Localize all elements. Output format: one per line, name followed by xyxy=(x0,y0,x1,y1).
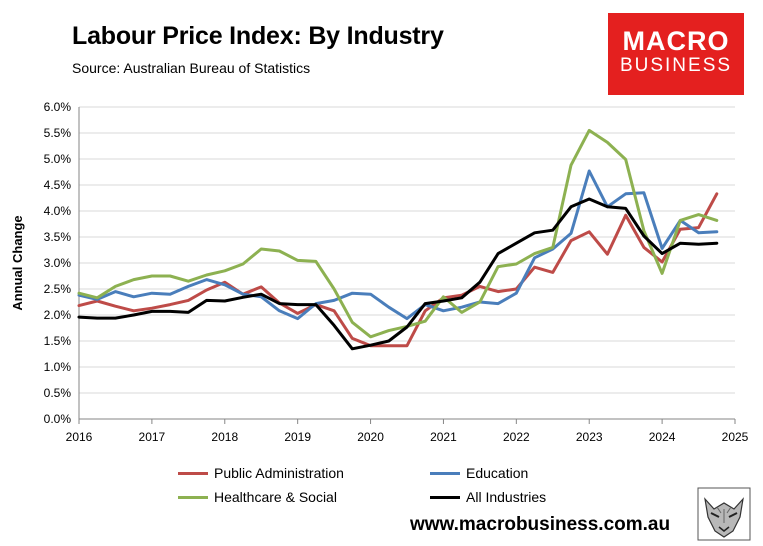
legend-item-public-administration: Public Administration xyxy=(178,465,344,481)
legend-item-healthcare-social: Healthcare & Social xyxy=(178,489,337,505)
y-tick-label: 1.5% xyxy=(44,334,72,348)
x-tick-label: 2021 xyxy=(430,430,457,444)
y-tick-label: 3.5% xyxy=(44,230,72,244)
legend-label-education: Education xyxy=(466,465,529,481)
x-tick-label: 2016 xyxy=(66,430,93,444)
y-tick-label: 2.5% xyxy=(44,282,72,296)
legend-item-education: Education xyxy=(430,465,528,481)
x-tick-label: 2018 xyxy=(211,430,238,444)
legend-label-healthcare-social: Healthcare & Social xyxy=(214,489,337,505)
legend-swatch-all-industries xyxy=(430,495,460,499)
y-tick-label: 0.0% xyxy=(44,412,72,426)
y-tick-label: 1.0% xyxy=(44,360,72,374)
y-tick-label: 4.5% xyxy=(44,178,72,192)
y-tick-label: 0.5% xyxy=(44,386,72,400)
y-tick-label: 2.0% xyxy=(44,308,72,322)
x-tick-label: 2022 xyxy=(503,430,530,444)
logo-line-1: MACRO xyxy=(622,26,730,56)
wolf-mascot-icon xyxy=(697,487,751,541)
series-line-education xyxy=(77,169,719,321)
x-tick-label: 2019 xyxy=(284,430,311,444)
y-tick-label: 5.5% xyxy=(44,126,72,140)
legend-swatch-healthcare-social xyxy=(178,495,208,499)
series-line-public-administration xyxy=(77,192,719,348)
y-tick-label: 3.0% xyxy=(44,256,72,270)
series-line-all-industries xyxy=(77,197,719,351)
x-tick-label: 2020 xyxy=(357,430,384,444)
legend-swatch-education xyxy=(430,471,460,475)
y-tick-label: 6.0% xyxy=(44,100,72,114)
logo-line-2: BUSINESS xyxy=(619,55,733,76)
legend-label-public-administration: Public Administration xyxy=(214,465,344,481)
x-tick-label: 2025 xyxy=(722,430,749,444)
y-axis-title: Annual Change xyxy=(10,215,25,310)
series-line-healthcare-social xyxy=(77,128,719,339)
source-subtitle: Source: Australian Bureau of Statistics xyxy=(72,60,311,76)
x-tick-label: 2017 xyxy=(139,430,166,444)
macrobusiness-logo: MACRO BUSINESS xyxy=(608,13,744,95)
y-tick-label: 4.0% xyxy=(44,204,72,218)
x-tick-label: 2023 xyxy=(576,430,603,444)
legend-item-all-industries: All Industries xyxy=(430,489,546,505)
x-tick-label: 2024 xyxy=(649,430,676,444)
y-tick-label: 5.0% xyxy=(44,152,72,166)
legend-label-all-industries: All Industries xyxy=(466,489,547,505)
legend-swatch-public-administration xyxy=(178,471,208,475)
website-url[interactable]: www.macrobusiness.com.au xyxy=(410,514,671,535)
page-title: Labour Price Index: By Industry xyxy=(72,22,444,50)
